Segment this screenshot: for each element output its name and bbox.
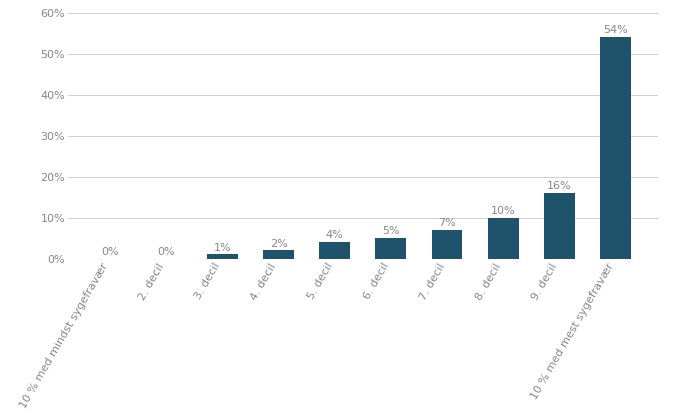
Bar: [487, 218, 519, 259]
Text: 1%: 1%: [214, 243, 231, 253]
Bar: [431, 230, 462, 259]
Bar: [600, 37, 631, 259]
Bar: [263, 250, 294, 259]
Text: 4%: 4%: [326, 231, 344, 241]
Text: 2%: 2%: [270, 239, 287, 249]
Text: 54%: 54%: [603, 25, 628, 35]
Bar: [376, 238, 406, 259]
Text: 5%: 5%: [382, 226, 399, 236]
Bar: [207, 254, 238, 259]
Bar: [544, 193, 575, 259]
Text: 7%: 7%: [438, 218, 456, 228]
Text: 16%: 16%: [547, 181, 572, 191]
Text: 0%: 0%: [101, 247, 119, 257]
Text: 0%: 0%: [157, 247, 175, 257]
Text: 10%: 10%: [491, 206, 515, 216]
Bar: [319, 242, 350, 259]
